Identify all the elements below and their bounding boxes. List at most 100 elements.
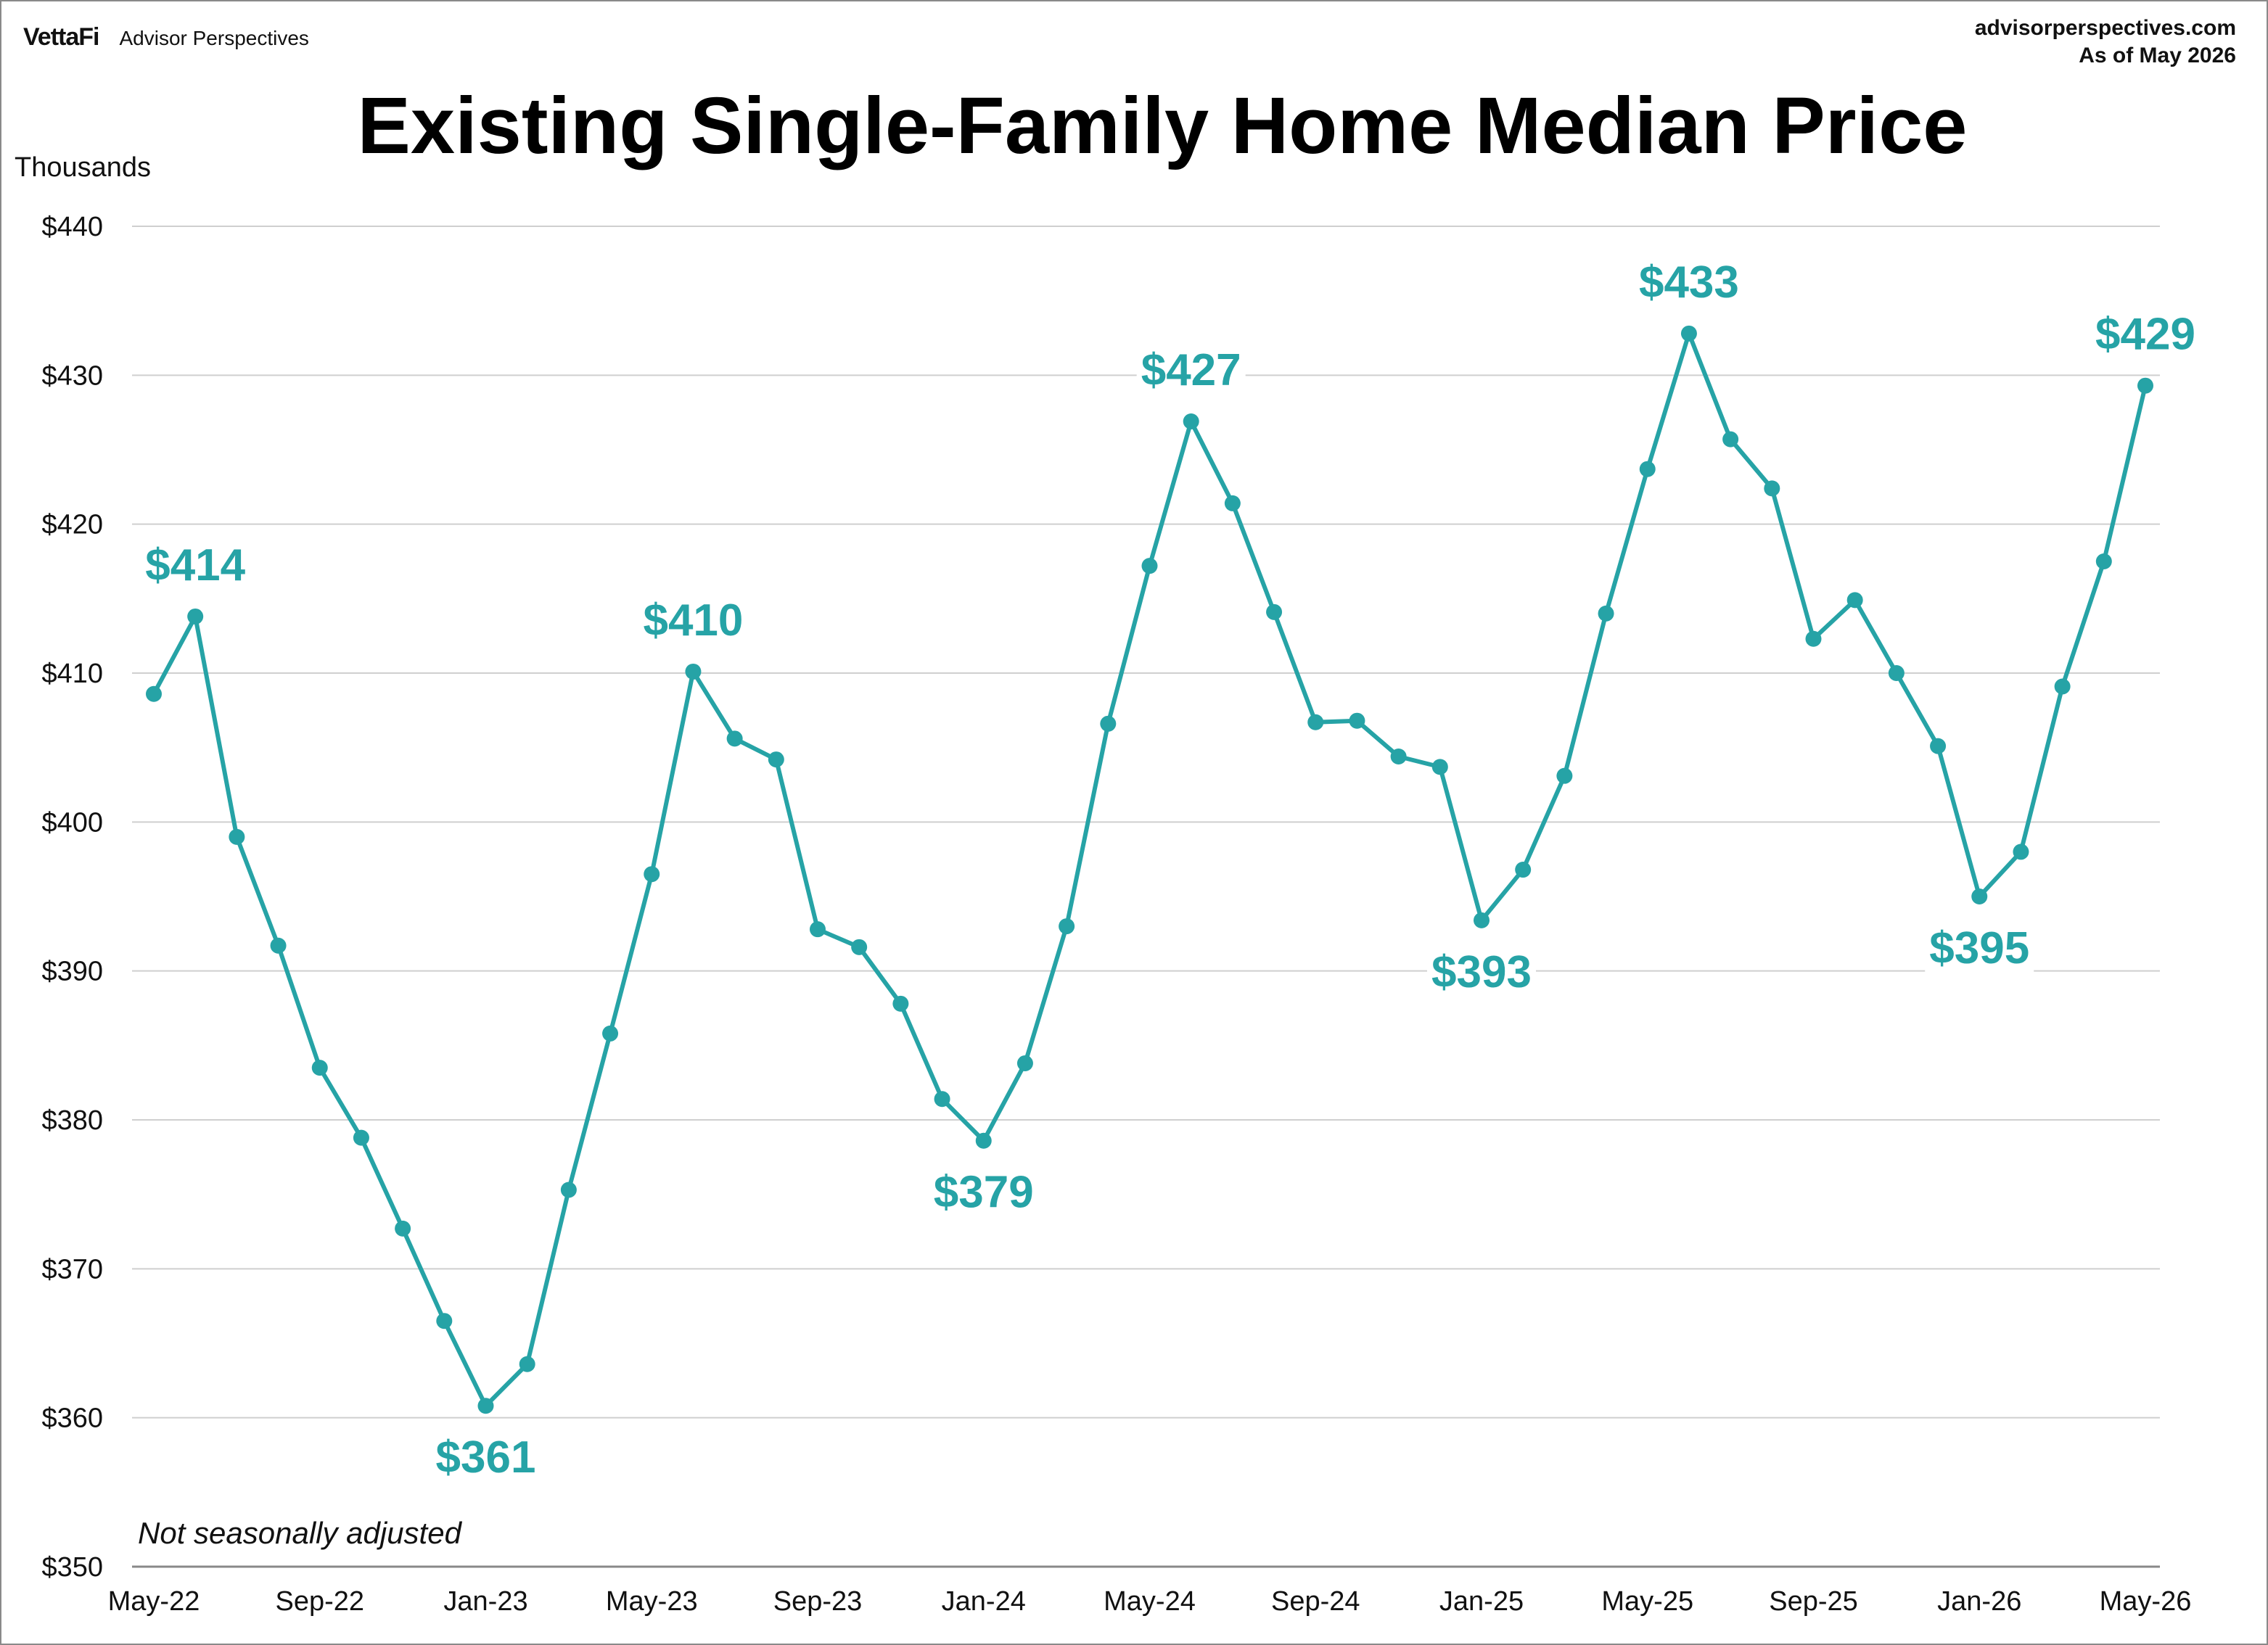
data-label: $393 — [1431, 947, 1532, 997]
x-tick-label: May-26 — [2100, 1586, 2192, 1617]
data-label: $414 — [145, 540, 245, 590]
data-point — [1764, 480, 1780, 497]
y-tick-label: $350 — [41, 1552, 103, 1583]
x-tick-label: Jan-24 — [942, 1586, 1026, 1617]
data-point — [311, 1060, 328, 1076]
data-label: $433 — [1639, 257, 1739, 308]
data-point — [934, 1091, 950, 1108]
y-unit-label: Thousands — [15, 152, 152, 183]
data-point — [602, 1025, 619, 1042]
y-axis-ticks: $350 $360 $370 $380 $390 $400 $410 $420 $430 $440 — [41, 212, 103, 1583]
data-label: $395 — [1929, 923, 2029, 973]
source-block: advisorperspectives.com As of May 2026 — [1975, 15, 2236, 70]
data-point — [1266, 603, 1283, 620]
y-tick-label: $360 — [41, 1403, 103, 1434]
x-tick-label: Jan-25 — [1439, 1586, 1524, 1617]
data-point — [768, 751, 784, 768]
data-label: $361 — [436, 1432, 536, 1483]
brand-logo: VettaFi — [23, 23, 99, 51]
data-point — [353, 1129, 369, 1146]
data-point — [1805, 630, 1822, 647]
data-point — [477, 1398, 494, 1414]
data-label-bg — [1634, 257, 1743, 308]
data-point — [2095, 553, 2112, 569]
x-tick-label: Sep-23 — [773, 1586, 863, 1617]
data-label-bg — [638, 595, 748, 646]
x-tick-label: May-24 — [1104, 1586, 1196, 1617]
data-point — [892, 995, 909, 1012]
data-label-bg — [431, 1433, 541, 1483]
data-point — [1141, 558, 1158, 574]
data-point — [1888, 665, 1905, 681]
data-point — [1930, 738, 1947, 754]
y-tick-label: $430 — [41, 360, 103, 391]
brand-name: Advisor Perspectives — [119, 27, 309, 49]
chart-title: Existing Single-Family Home Median Price — [357, 81, 1968, 170]
data-point — [685, 663, 702, 680]
data-label: $427 — [1141, 345, 1241, 395]
data-point — [146, 685, 162, 702]
data-point — [1598, 605, 1614, 622]
data-point — [1431, 759, 1448, 775]
data-point — [1971, 889, 1988, 904]
price-series — [152, 331, 2148, 1409]
data-point — [1016, 1055, 1033, 1071]
data-point — [1515, 862, 1532, 878]
data-point — [2054, 678, 2071, 695]
data-point — [1639, 461, 1656, 477]
data-point — [560, 1182, 577, 1198]
as-of-date: As of May 2026 — [2079, 44, 2236, 67]
y-tick-label: $380 — [41, 1105, 103, 1136]
series-line — [152, 331, 2148, 1409]
data-point — [975, 1132, 992, 1149]
data-point — [726, 730, 743, 747]
brand-header: VettaFi Advisor Perspectives — [23, 23, 309, 51]
data-point — [1059, 918, 1075, 935]
data-point — [1390, 748, 1407, 764]
data-point — [1307, 714, 1324, 730]
y-tick-label: $400 — [41, 807, 103, 838]
data-point — [229, 828, 245, 845]
data-point — [1846, 592, 1863, 609]
data-point — [2137, 377, 2153, 394]
x-tick-label: May-25 — [1601, 1586, 1693, 1617]
data-point — [851, 939, 868, 955]
data-point — [1680, 325, 1697, 342]
data-point — [1183, 413, 1199, 429]
x-tick-label: Sep-24 — [1271, 1586, 1360, 1617]
y-tick-label: $390 — [41, 957, 103, 987]
source-site: advisorperspectives.com — [1974, 16, 2236, 40]
data-label-bg — [929, 1168, 1038, 1218]
x-tick-label: Sep-25 — [1769, 1586, 1858, 1617]
y-tick-label: $420 — [41, 510, 103, 540]
data-label: $379 — [934, 1168, 1034, 1218]
data-point — [519, 1356, 535, 1372]
x-tick-label: Jan-26 — [1937, 1586, 2021, 1617]
data-point — [1349, 712, 1365, 729]
y-tick-label: $410 — [41, 659, 103, 689]
data-label-bg — [1925, 924, 2034, 973]
data-point — [810, 921, 826, 938]
data-points — [146, 325, 2153, 1414]
data-point — [2013, 844, 2029, 860]
x-tick-label: Jan-23 — [443, 1586, 527, 1617]
data-label: $429 — [2095, 310, 2195, 360]
x-axis-ticks: May-22 Sep-22 Jan-23 May-23 Sep-23 Jan-24 May-… — [108, 1586, 2192, 1617]
data-label-bg — [1136, 345, 1246, 395]
data-point — [436, 1313, 453, 1329]
x-tick-label: May-22 — [108, 1586, 200, 1617]
x-tick-label: Sep-22 — [275, 1586, 364, 1617]
data-point — [1556, 767, 1573, 784]
data-label-bg — [141, 540, 250, 590]
data-point — [270, 937, 287, 954]
y-tick-label: $370 — [41, 1254, 103, 1285]
data-point — [395, 1220, 411, 1237]
data-label-bg — [1427, 947, 1536, 997]
x-tick-label: May-23 — [606, 1586, 698, 1617]
data-label-bg — [2091, 310, 2200, 360]
data-point — [1100, 715, 1117, 732]
grid-lines — [132, 226, 2160, 1568]
data-point — [1224, 495, 1241, 511]
